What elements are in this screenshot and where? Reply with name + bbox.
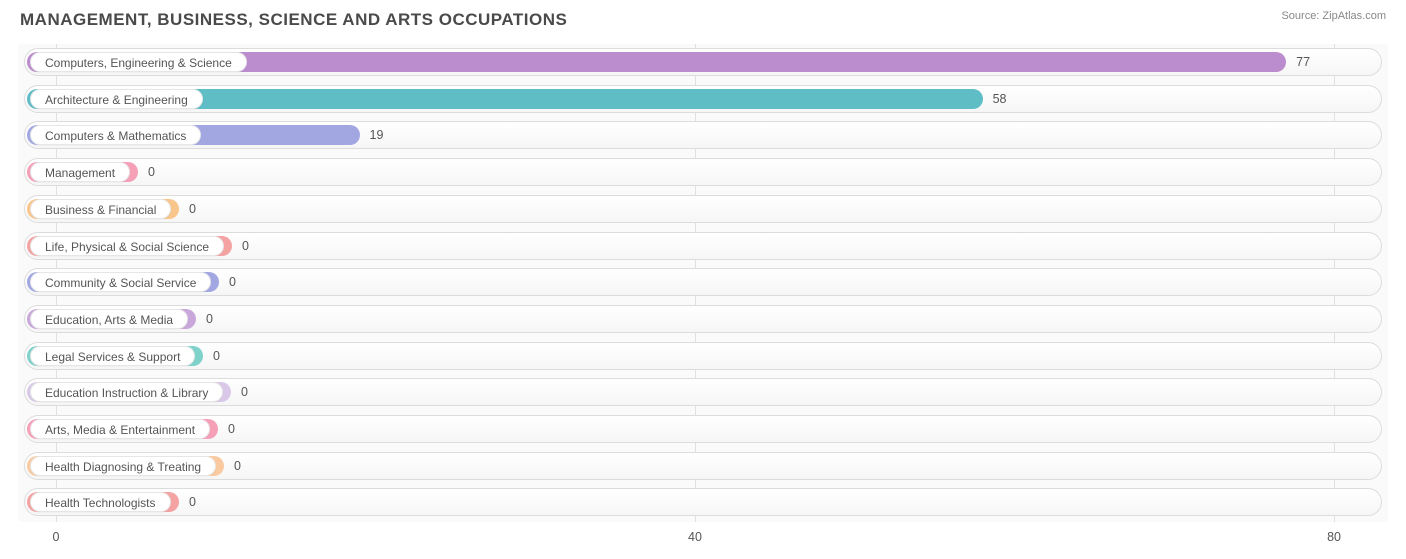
value-label: 77	[1296, 52, 1310, 72]
category-pill: Architecture & Engineering	[30, 89, 203, 109]
plot-area: 04080Computers, Engineering & Science77A…	[18, 44, 1388, 522]
x-axis-tick-label: 40	[688, 530, 702, 544]
bar-track	[24, 158, 1382, 186]
bar-track	[24, 342, 1382, 370]
category-pill: Computers & Mathematics	[30, 125, 201, 145]
value-label: 0	[234, 456, 241, 476]
x-axis-tick-label: 0	[52, 530, 59, 544]
value-label: 19	[370, 125, 384, 145]
value-label: 0	[213, 346, 220, 366]
x-axis-tick-label: 80	[1327, 530, 1341, 544]
category-pill: Community & Social Service	[30, 272, 211, 292]
value-label: 0	[229, 272, 236, 292]
value-label: 0	[189, 199, 196, 219]
category-pill: Education, Arts & Media	[30, 309, 188, 329]
value-label: 58	[993, 89, 1007, 109]
value-label: 0	[189, 492, 196, 512]
bar-track	[24, 488, 1382, 516]
chart-title: MANAGEMENT, BUSINESS, SCIENCE AND ARTS O…	[20, 10, 1388, 30]
category-pill: Health Technologists	[30, 492, 171, 512]
category-pill: Computers, Engineering & Science	[30, 52, 247, 72]
chart-source: Source: ZipAtlas.com	[1281, 10, 1386, 22]
bar-track	[24, 268, 1382, 296]
bar-track	[24, 305, 1382, 333]
value-label: 0	[228, 419, 235, 439]
category-pill: Life, Physical & Social Science	[30, 236, 224, 256]
category-pill: Health Diagnosing & Treating	[30, 456, 216, 476]
value-label: 0	[241, 382, 248, 402]
chart-wrapper: MANAGEMENT, BUSINESS, SCIENCE AND ARTS O…	[0, 0, 1406, 559]
category-pill: Legal Services & Support	[30, 346, 195, 366]
category-pill: Arts, Media & Entertainment	[30, 419, 210, 439]
bar-track	[24, 195, 1382, 223]
value-label: 0	[148, 162, 155, 182]
category-pill: Education Instruction & Library	[30, 382, 223, 402]
value-label: 0	[242, 236, 249, 256]
bar-track	[24, 452, 1382, 480]
category-pill: Management	[30, 162, 130, 182]
category-pill: Business & Financial	[30, 199, 171, 219]
value-label: 0	[206, 309, 213, 329]
